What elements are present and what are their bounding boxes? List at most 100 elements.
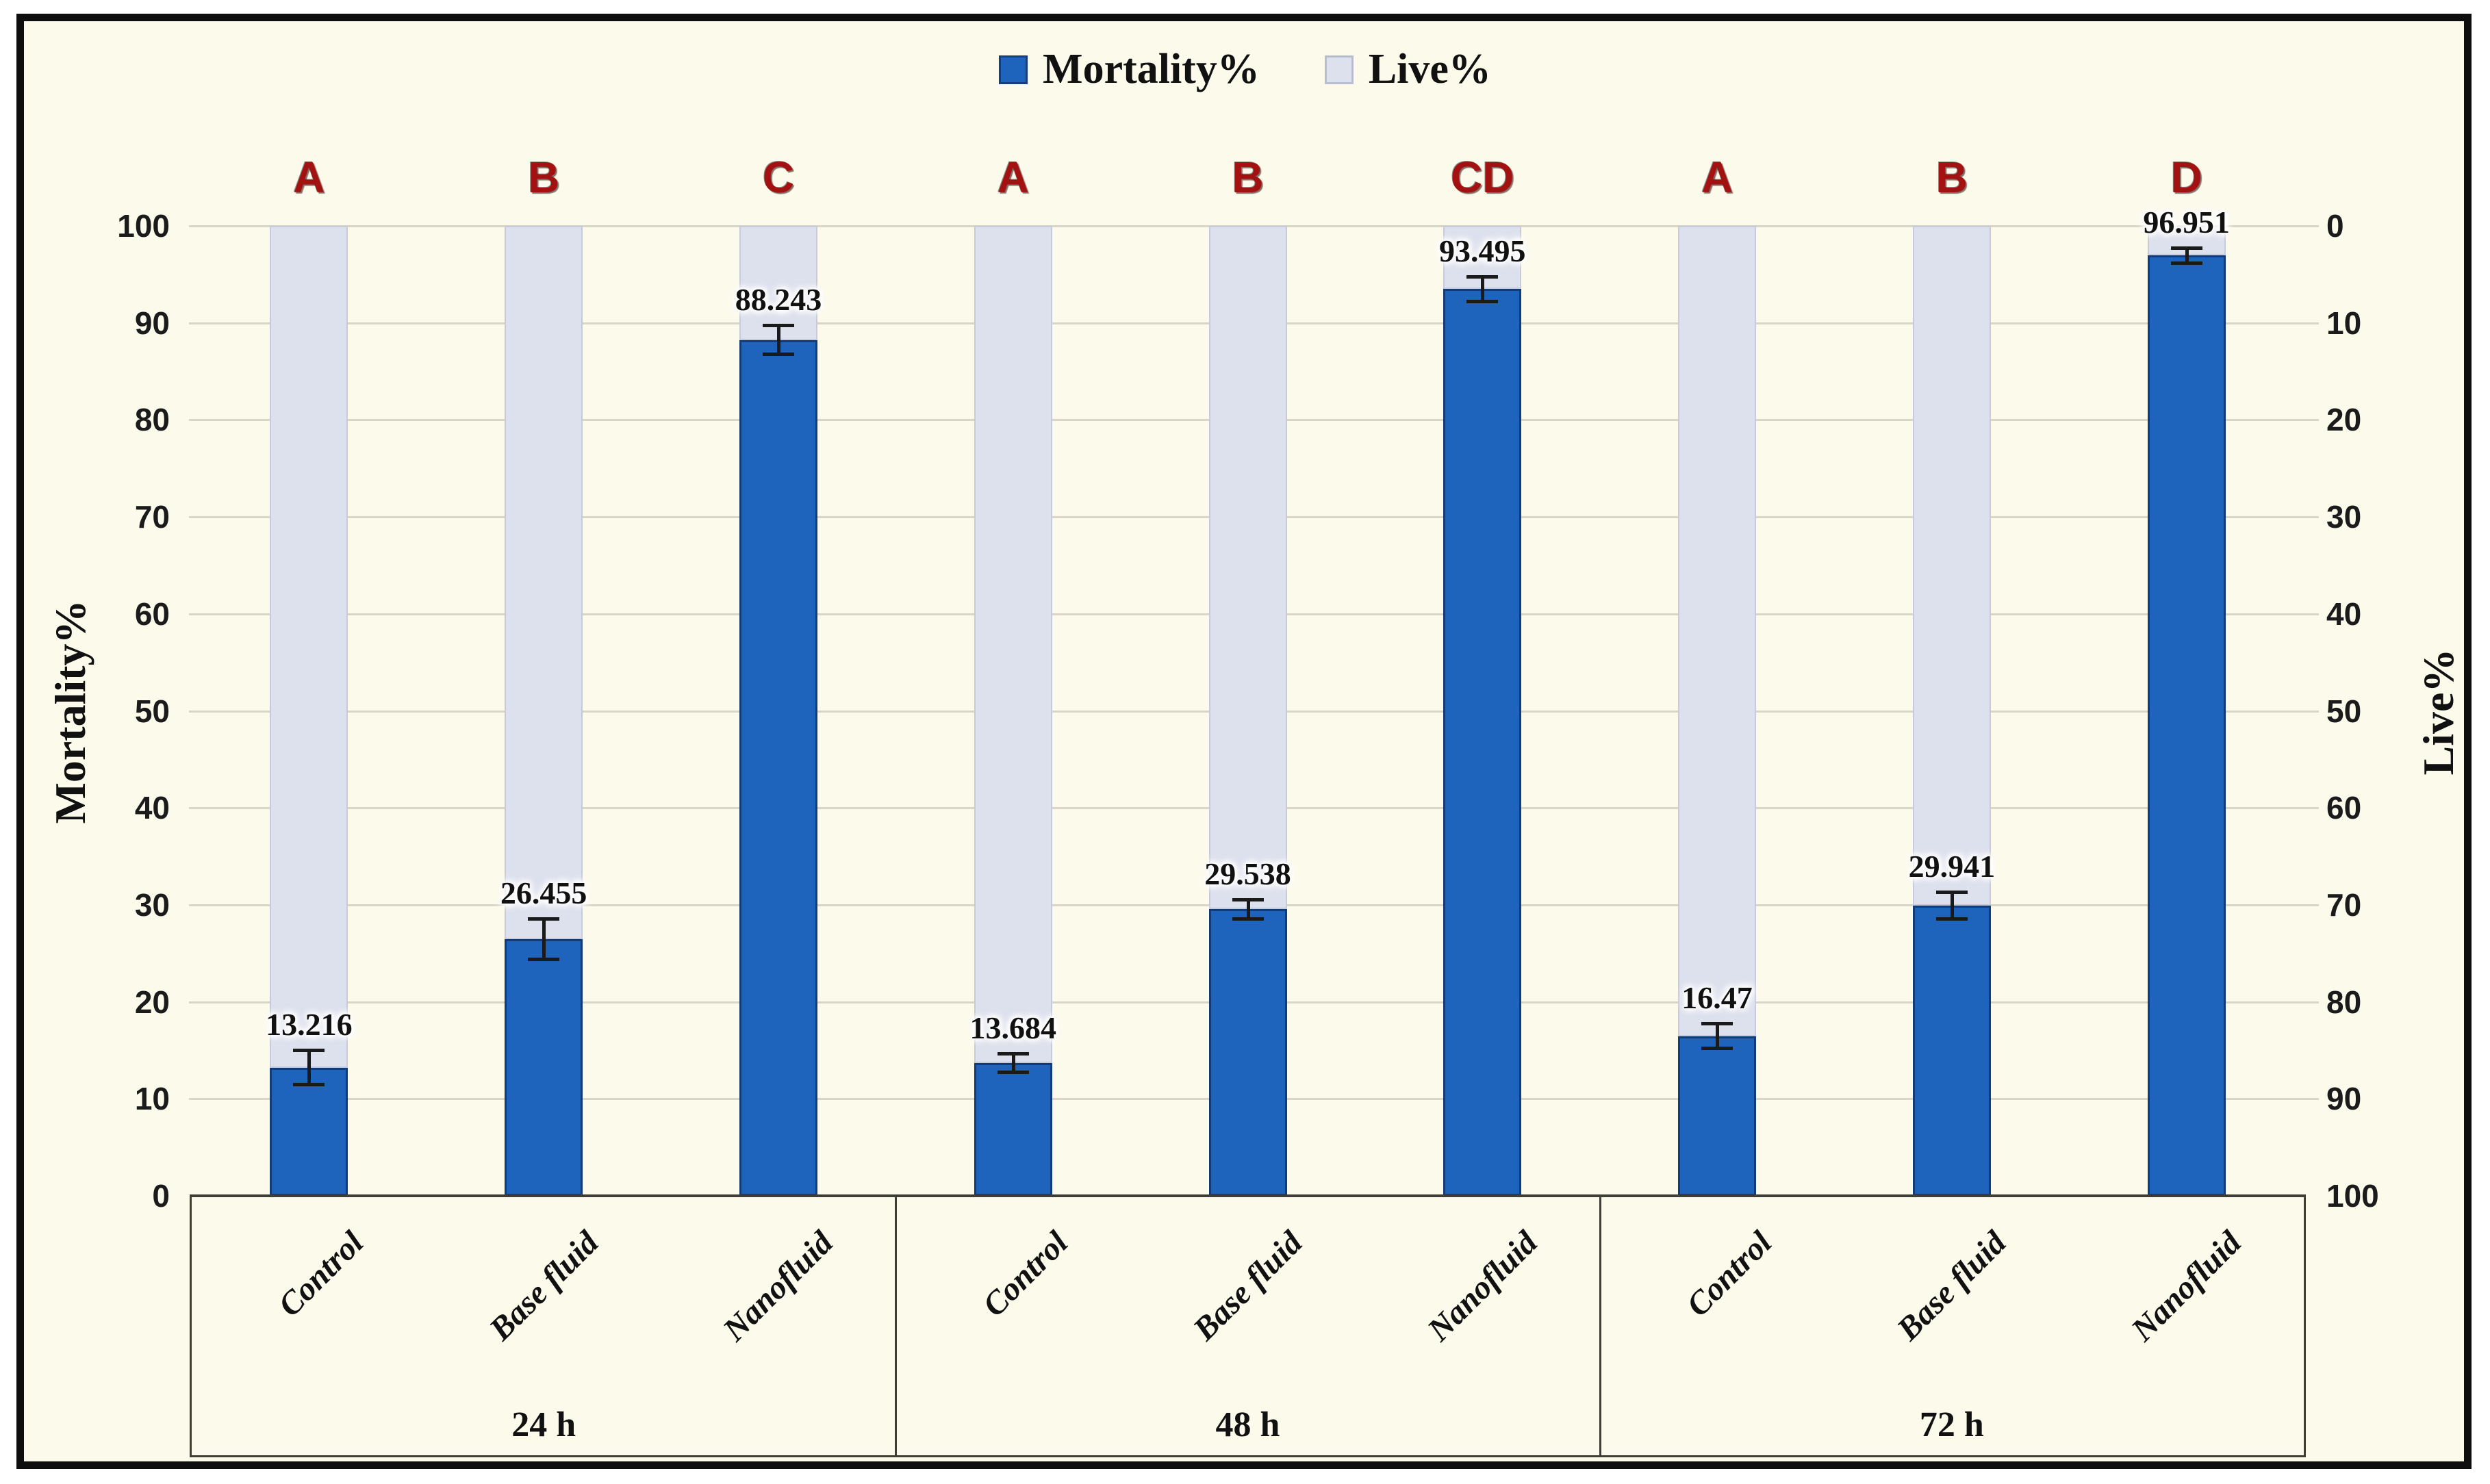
group-divider <box>895 1196 898 1455</box>
live-color-swatch <box>1324 55 1354 84</box>
error-bar-cap-top <box>1232 898 1264 902</box>
error-bar-cap-bottom <box>1935 917 1968 921</box>
y-axis-tick-right: 70 <box>2326 886 2362 923</box>
error-bar-cap-bottom <box>1466 299 1499 303</box>
value-label-72h-nanofluid: 96.951 <box>2143 204 2230 240</box>
mortality-bar-72h-control <box>1678 1036 1757 1196</box>
group-label-48h: 48 h <box>1215 1405 1280 1444</box>
legend-label-live: Live% <box>1368 46 1491 92</box>
mortality-bar-24h-nanofluid <box>739 340 817 1196</box>
y-axis-tick-left: 90 <box>134 305 170 341</box>
error-bar-cap-top <box>997 1051 1029 1056</box>
value-label-48h-control: 13.684 <box>969 1010 1056 1045</box>
error-bar-cap-bottom <box>1701 1047 1733 1051</box>
live-bar-72h-base-fluid <box>1912 226 1991 906</box>
live-bar-72h-control <box>1678 226 1757 1036</box>
error-bar-cap-bottom <box>997 1071 1029 1075</box>
y-axis-tick-right: 80 <box>2326 984 2362 1020</box>
error-bar-line <box>1011 1053 1015 1073</box>
value-label-24h-base-fluid: 26.455 <box>500 875 587 911</box>
mortality-bar-48h-base-fluid <box>1208 909 1287 1196</box>
mortality-bar-48h-control <box>974 1063 1052 1196</box>
mortality-bar-72h-base-fluid <box>1912 905 1991 1196</box>
error-bar-line <box>307 1050 312 1086</box>
y-axis-tick-left: 10 <box>134 1081 170 1117</box>
mortality-bar-24h-control <box>270 1067 348 1196</box>
error-bar-line <box>776 325 780 355</box>
value-label-48h-base-fluid: 29.538 <box>1204 856 1291 892</box>
mortality-bar-72h-nanofluid <box>2147 255 2226 1196</box>
value-label-24h-control: 13.216 <box>266 1007 353 1042</box>
y-axis-tick-left: 40 <box>134 790 170 826</box>
error-bar-cap-top <box>2170 246 2202 250</box>
error-bar-cap-bottom <box>762 352 794 356</box>
y-axis-tick-left: 80 <box>134 402 170 438</box>
significance-letter-48h-nanofluid: CD <box>1451 153 1514 202</box>
error-bar-cap-top <box>1701 1022 1733 1026</box>
y-axis-tick-right: 40 <box>2326 596 2362 632</box>
error-bar-cap-bottom <box>1232 917 1264 921</box>
live-bar-24h-nanofluid <box>739 226 817 340</box>
value-label-72h-base-fluid: 29.941 <box>1908 848 1996 884</box>
value-label-72h-control: 16.47 <box>1681 980 1753 1016</box>
y-axis-tick-right: 100 <box>2326 1178 2379 1214</box>
category-box-right <box>2304 1196 2306 1455</box>
x-axis-line <box>190 1194 2306 1197</box>
value-label-48h-nanofluid: 93.495 <box>1439 233 1526 268</box>
y-axis-tick-right: 60 <box>2326 790 2362 826</box>
error-bar-cap-top <box>528 917 560 921</box>
significance-letter-24h-base-fluid: B <box>528 153 560 202</box>
group-divider <box>1599 1196 1601 1455</box>
y-axis-tick-right: 50 <box>2326 693 2362 729</box>
legend-label-mortality: Mortality% <box>1043 46 1260 92</box>
y-axis-tick-left: 0 <box>152 1178 170 1214</box>
error-bar-cap-bottom <box>528 957 560 961</box>
error-bar-cap-top <box>762 324 794 328</box>
significance-letter-24h-nanofluid: C <box>762 153 795 202</box>
category-box-left <box>190 1196 192 1455</box>
error-bar-line <box>1481 276 1485 302</box>
y-axis-tick-left: 20 <box>134 984 170 1020</box>
legend: Mortality% Live% <box>0 45 2490 94</box>
y-axis-tick-left: 100 <box>117 208 170 244</box>
legend-item-live: Live% <box>1324 45 1491 94</box>
error-bar-cap-bottom <box>2170 261 2202 265</box>
mortality-color-swatch <box>999 55 1028 84</box>
y-axis-tick-right: 30 <box>2326 499 2362 535</box>
mortality-bar-24h-base-fluid <box>505 939 583 1196</box>
y-axis-tick-left: 70 <box>134 499 170 535</box>
error-bar-line <box>1246 899 1250 919</box>
significance-letter-48h-control: A <box>997 153 1029 202</box>
error-bar-line <box>1716 1023 1720 1049</box>
error-bar-line <box>542 919 546 960</box>
error-bar-cap-top <box>293 1049 325 1053</box>
y-axis-tick-right: 90 <box>2326 1081 2362 1117</box>
live-bar-24h-control <box>270 226 348 1068</box>
y-axis-tick-right: 20 <box>2326 402 2362 438</box>
y-axis-tick-right: 10 <box>2326 305 2362 341</box>
value-label-24h-nanofluid: 88.243 <box>735 282 822 318</box>
error-bar-line <box>2185 247 2189 264</box>
group-label-24h: 24 h <box>511 1405 576 1444</box>
category-box-bottom <box>190 1455 2306 1457</box>
significance-letter-72h-nanofluid: D <box>2170 153 2202 202</box>
y-axis-tick-left: 60 <box>134 596 170 632</box>
significance-letter-72h-control: A <box>1701 153 1733 202</box>
error-bar-cap-bottom <box>293 1083 325 1087</box>
significance-letter-24h-control: A <box>293 153 325 202</box>
y-axis-tick-left: 50 <box>134 693 170 729</box>
live-bar-24h-base-fluid <box>505 226 583 940</box>
y-axis-tick-left: 30 <box>134 886 170 923</box>
y-axis-tick-right: 0 <box>2326 208 2344 244</box>
group-label-72h: 72 h <box>1919 1405 1984 1444</box>
error-bar-line <box>1950 891 1954 919</box>
significance-letter-48h-base-fluid: B <box>1232 153 1264 202</box>
significance-letter-72h-base-fluid: B <box>1935 153 1968 202</box>
error-bar-cap-top <box>1466 274 1499 279</box>
live-bar-48h-base-fluid <box>1208 226 1287 910</box>
legend-item-mortality: Mortality% <box>999 45 1260 94</box>
error-bar-cap-top <box>1935 890 1968 894</box>
live-bar-48h-control <box>974 226 1052 1064</box>
mortality-bar-48h-nanofluid <box>1443 289 1522 1196</box>
